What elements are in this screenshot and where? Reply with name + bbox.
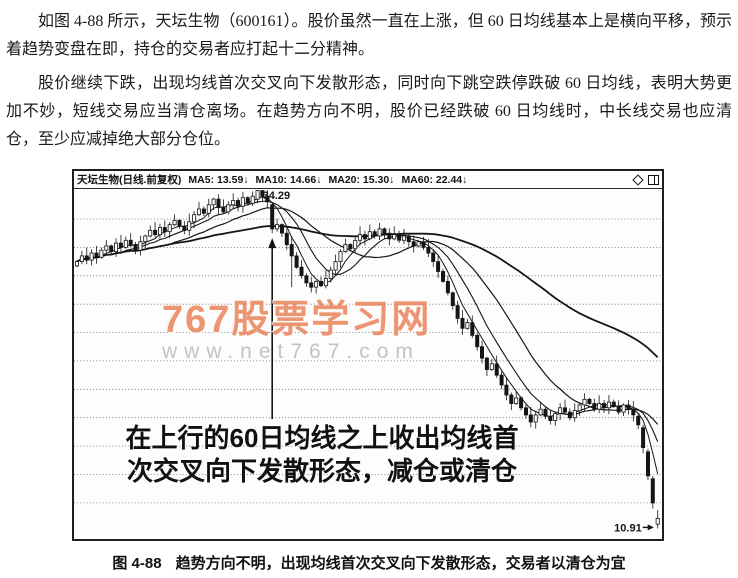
figure-label: 图 4-88 <box>112 555 162 572</box>
ma60-readout: MA60: 22.44↓ <box>401 174 468 186</box>
svg-text:10.91: 10.91 <box>614 522 642 534</box>
ma20-readout: MA20: 15.30↓ <box>328 174 395 186</box>
chart-header-left: 天坛生物(日线.前复权) MA5: 13.59↓ MA10: 14.66↓ MA20:… <box>77 172 474 187</box>
window-icon <box>648 174 659 185</box>
annotation-line-2: 次交叉向下发散形态，减仓或清仓 <box>126 456 517 486</box>
ma10-readout: MA10: 14.66↓ <box>255 174 322 186</box>
figure-caption-text: 趋势方向不明，出现均线首次交叉向下发散形态，交易者以清仓为宜 <box>175 555 626 572</box>
diamond-icon <box>632 173 644 186</box>
paragraph-1: 如图 4-88 所示，天坛生物（600161）。股价虽然一直在上涨，但 60 日… <box>6 13 732 58</box>
chart-header-icons <box>632 173 659 186</box>
ma5-readout: MA5: 13.59↓ <box>188 174 249 186</box>
chart-header: 天坛生物(日线.前复权) MA5: 13.59↓ MA10: 14.66↓ MA20:… <box>74 171 662 189</box>
chart-annotation: 在上行的60日均线之上收出均线首 次交叉向下发散形态，减仓或清仓 <box>124 422 520 488</box>
svg-text:34.29: 34.29 <box>263 190 291 202</box>
figure-caption: 图 4-88 趋势方向不明，出现均线首次交叉向下发散形态，交易者以清仓为宜 <box>0 552 738 573</box>
paragraph-2: 股价继续下跌，出现均线首次交叉向下发散形态，同时向下跳空跌停跌破 60 日均线，… <box>6 75 732 148</box>
stock-chart-figure: 天坛生物(日线.前复权) MA5: 13.59↓ MA10: 14.66↓ MA20:… <box>72 169 664 541</box>
plot-area: 34.29 10.91 767股票学习网 www.net767.com 在上行的6… <box>74 189 662 539</box>
candlestick-plot: 34.29 10.91 <box>74 190 662 534</box>
body-text: 如图 4-88 所示，天坛生物（600161）。股价虽然一直在上涨，但 60 日… <box>0 0 738 154</box>
chart-title: 天坛生物(日线.前复权) <box>77 174 182 186</box>
annotation-line-1: 在上行的60日均线之上收出均线首 <box>125 423 519 453</box>
